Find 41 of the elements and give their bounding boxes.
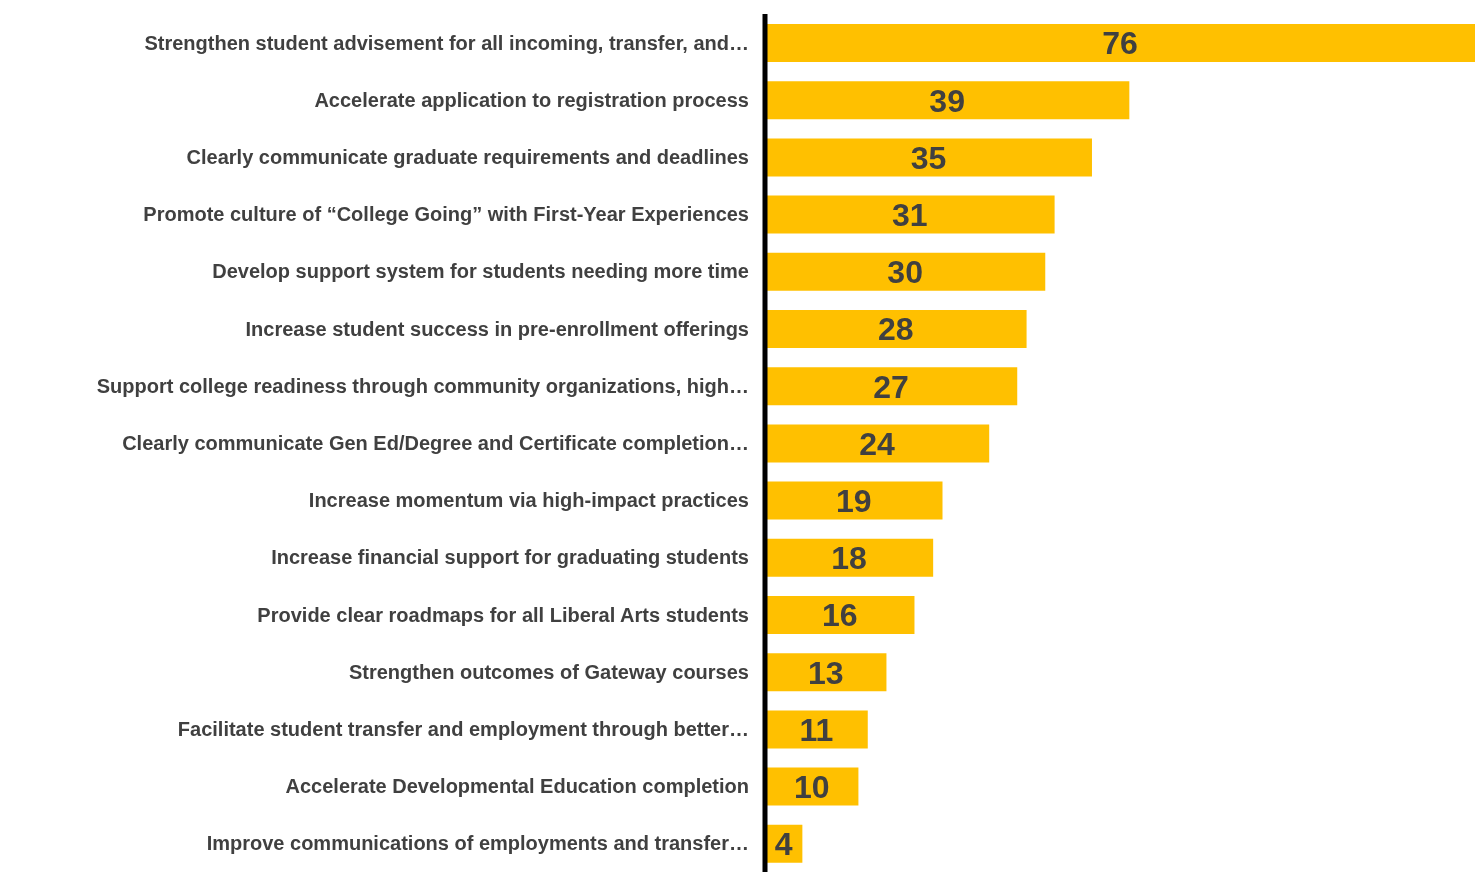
y-tick-label: Facilitate student transfer and employment through better…: [177, 718, 749, 740]
bar: [765, 538, 934, 577]
bar: [765, 424, 990, 463]
y-tick-label: Develop support system for students needing more time: [212, 260, 749, 283]
bar: [765, 367, 1018, 406]
data-label: 30: [887, 254, 923, 291]
y-tick-label: Increase student success in pre-enrollment offerings: [245, 317, 749, 340]
data-label: 35: [910, 139, 947, 176]
data-label: 28: [877, 311, 914, 348]
bar: [765, 596, 915, 634]
y-tick-label: Support college readiness through community organizations, high…: [96, 374, 749, 397]
bar: [765, 481, 943, 520]
data-label: 11: [799, 711, 834, 748]
data-label: 13: [807, 654, 844, 691]
y-tick-label: Increase financial support for graduating students: [271, 546, 749, 569]
data-label: 24: [859, 425, 896, 462]
data-label: 4: [774, 826, 793, 863]
bar: [765, 252, 1046, 291]
y-tick-label: Improve communications of employments and transfer…: [206, 832, 749, 855]
bar: [765, 81, 1130, 120]
data-label: 39: [929, 82, 965, 119]
y-tick-label: Accelerate application to registration process: [314, 88, 749, 111]
y-tick-label: Clearly communicate graduate requirements and deadlines: [186, 146, 749, 168]
bar: [765, 310, 1027, 348]
y-tick-label: Promote culture of “College Going” with First-Year Experiences: [143, 203, 749, 226]
data-label: 10: [793, 768, 830, 805]
data-label: 27: [873, 368, 909, 405]
y-tick-label: Strengthen outcomes of Gateway courses: [348, 660, 749, 683]
data-label: 19: [835, 482, 872, 519]
data-label: 31: [892, 196, 928, 233]
y-tick-label: Provide clear roadmaps for all Liberal Arts students: [257, 603, 749, 626]
data-label: 76: [1102, 25, 1138, 62]
y-tick-label: Strengthen student advisement for all incoming, transfer, and…: [144, 31, 749, 54]
bar: [765, 195, 1055, 234]
data-label: 16: [821, 597, 858, 634]
y-tick-label: Increase momentum via high-impact practices: [308, 489, 749, 512]
y-tick-label: Accelerate Developmental Education completion: [285, 775, 749, 798]
bar: [765, 24, 1475, 62]
y-tick-label: Clearly communicate Gen Ed/Degree and Certificate completion…: [122, 432, 749, 454]
data-label: 18: [831, 540, 867, 577]
bar: [765, 138, 1092, 177]
